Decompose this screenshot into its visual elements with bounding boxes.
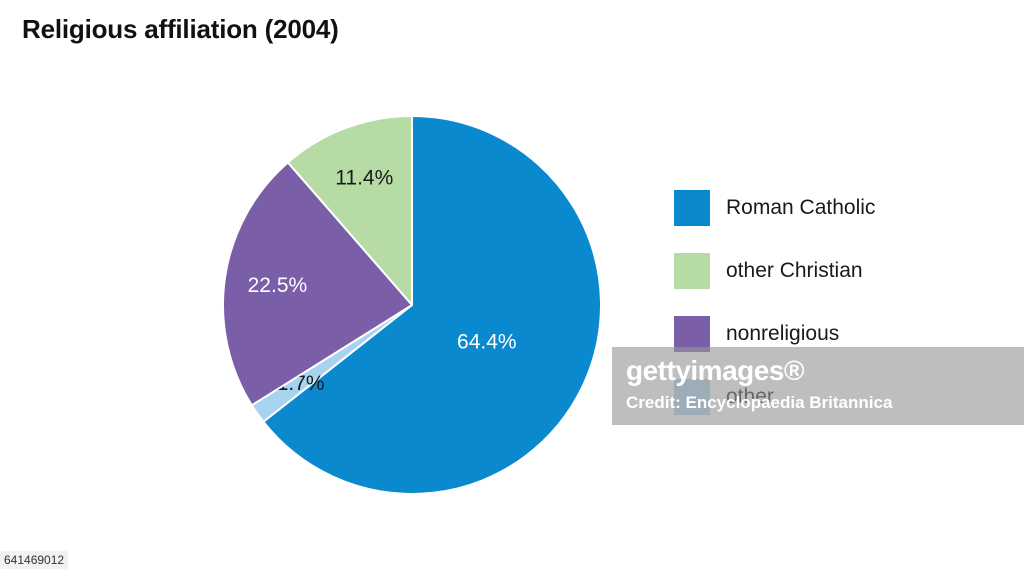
slice-value-label: 11.4% <box>335 167 393 190</box>
legend-item: nonreligious <box>674 316 994 352</box>
getty-watermark: gettyimages® Credit: Encyclopaedia Brita… <box>612 347 1024 425</box>
watermark-credit: Credit: Encyclopaedia Britannica <box>626 393 893 412</box>
watermark-brand: gettyimages® <box>626 355 805 386</box>
image-id-badge: 641469012 <box>0 551 69 569</box>
legend-swatch <box>674 316 710 352</box>
pie-slice-other-christian <box>286 115 413 306</box>
chart-title: Religious affiliation (2004) <box>22 14 339 44</box>
slice-value-label: 22.5% <box>248 274 308 297</box>
legend-label: nonreligious <box>726 322 840 345</box>
legend-label: other Christian <box>726 259 863 282</box>
slice-value-label: 64.4% <box>457 330 517 353</box>
pie-slice-nonreligious <box>222 161 413 407</box>
legend-swatch <box>674 253 710 289</box>
legend-swatch <box>674 190 710 226</box>
legend-label: Roman Catholic <box>726 196 876 219</box>
pie-slice-roman-catholic <box>262 115 602 495</box>
legend-item: Roman Catholic <box>674 190 994 226</box>
legend-item: other Christian <box>674 253 994 289</box>
